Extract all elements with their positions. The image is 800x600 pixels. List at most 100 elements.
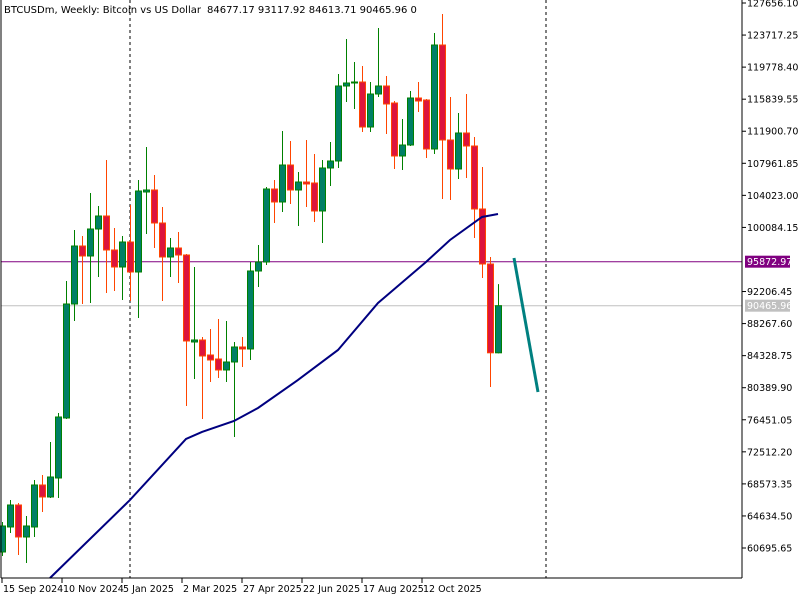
candle	[183, 253, 190, 406]
candle	[39, 474, 46, 512]
time-axis[interactable]: 15 Sep 2024 10 Nov 2024 5 Jan 2025 2 Mar 20…	[1, 578, 482, 595]
price-tick-label: 76451.05	[747, 415, 792, 426]
time-tick-label: 10 Nov 2024	[63, 584, 124, 595]
candle	[223, 320, 230, 382]
candle	[207, 328, 214, 382]
candle-body	[479, 208, 486, 265]
candle	[415, 82, 422, 112]
candle-body	[87, 228, 94, 257]
candle	[151, 174, 158, 248]
candle	[447, 96, 454, 200]
candle	[335, 74, 342, 168]
price-tick-label: 68573.35	[747, 479, 792, 490]
candle	[199, 336, 206, 419]
candle-body	[223, 361, 230, 371]
candle-body	[463, 132, 470, 147]
candle	[279, 130, 286, 212]
price-tick-label: 115839.55	[747, 95, 798, 106]
candle-body	[103, 215, 110, 251]
candle-body	[351, 81, 358, 84]
candle	[423, 98, 430, 158]
candle	[0, 521, 6, 556]
candle	[7, 499, 14, 533]
candle-body	[375, 85, 382, 95]
candle-body	[495, 305, 502, 354]
candle	[287, 140, 294, 204]
candles	[0, 13, 502, 563]
time-tick-label: 12 Oct 2025	[423, 584, 482, 595]
candle	[351, 61, 358, 109]
candle	[175, 231, 182, 283]
price-tick-label: 100084.15	[747, 223, 798, 234]
candle-body	[391, 102, 398, 157]
candle	[215, 318, 222, 378]
candle	[167, 237, 174, 277]
candle	[95, 205, 102, 277]
horizontal-line-price-tag-label: 95872.97	[747, 257, 792, 268]
candle	[311, 153, 318, 222]
time-tick-label: 17 Aug 2025	[363, 584, 424, 595]
candle-body	[231, 346, 238, 363]
candle-body	[247, 270, 254, 350]
candle	[327, 141, 334, 186]
time-tick-label: 5 Jan 2025	[123, 584, 174, 595]
candle-body	[359, 81, 366, 128]
trend-line[interactable]	[512, 257, 540, 393]
candle-body	[39, 484, 46, 498]
candle-body	[119, 241, 126, 268]
candle-body	[271, 188, 278, 203]
candle-body	[439, 44, 446, 141]
candle	[439, 13, 446, 199]
candle	[71, 229, 78, 321]
candle-body	[287, 164, 294, 191]
candle-body	[151, 189, 158, 224]
candle	[247, 261, 254, 360]
candle	[391, 100, 398, 169]
candle-body	[327, 160, 334, 169]
candle-body	[167, 247, 174, 258]
candle-body	[15, 504, 22, 538]
candle-body	[399, 144, 406, 157]
candle-body	[159, 222, 166, 258]
price-tick-label: 92206.45	[747, 287, 792, 298]
price-tick-label: 104023.00	[747, 191, 798, 202]
price-axis[interactable]: 127656.10 123717.25 119778.40 115839.55 1119…	[742, 0, 798, 555]
candle	[103, 159, 110, 293]
candle-body	[175, 247, 182, 256]
candle-body	[215, 358, 222, 371]
candle-body	[423, 99, 430, 150]
price-tick-label: 123717.25	[747, 31, 798, 42]
candle	[191, 266, 198, 379]
candle	[375, 27, 382, 97]
candle-body	[383, 85, 390, 105]
candle-body	[279, 164, 286, 203]
candle	[319, 159, 326, 243]
candle	[495, 284, 502, 354]
candle	[23, 515, 30, 563]
time-tick-label: 2 Mar 2025	[183, 584, 237, 595]
candle-body	[367, 93, 374, 128]
candle	[263, 186, 270, 265]
candle-body	[111, 249, 118, 268]
candle-body	[239, 346, 246, 350]
candle-body	[95, 215, 102, 230]
candle-body	[191, 339, 198, 343]
candle-body	[63, 303, 70, 419]
indicators	[49, 213, 540, 579]
candle-body	[447, 139, 454, 170]
candle	[271, 179, 278, 223]
candle	[111, 227, 118, 291]
time-tick-label: 27 Apr 2025	[243, 584, 302, 595]
price-tick-label: 111900.70	[747, 127, 798, 138]
candle	[431, 32, 438, 154]
candle-body	[319, 167, 326, 212]
candle	[303, 139, 310, 207]
candle	[231, 341, 238, 437]
candle	[383, 75, 390, 134]
candle	[399, 118, 406, 170]
candle	[31, 479, 38, 537]
candle	[359, 66, 366, 133]
bid-price-tag-label: 90465.96	[747, 301, 792, 312]
candle	[487, 256, 494, 387]
